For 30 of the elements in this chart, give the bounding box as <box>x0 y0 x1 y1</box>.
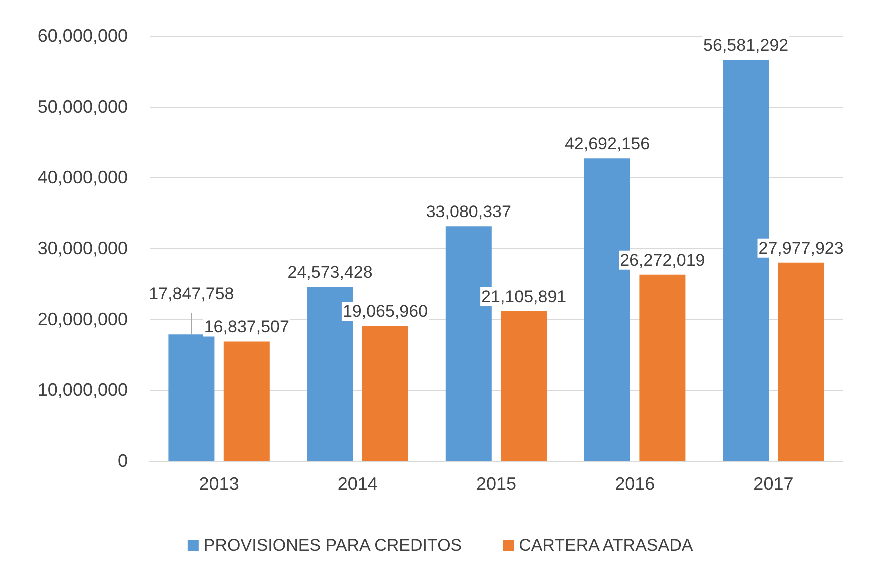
bar <box>501 312 548 461</box>
bar <box>224 342 270 461</box>
x-tick-label: 2017 <box>754 474 794 494</box>
bar <box>640 274 686 461</box>
y-tick-label: 50,000,000 <box>38 96 128 117</box>
y-tick-label: 0 <box>118 451 128 471</box>
data-label: 19,065,960 <box>342 302 428 321</box>
legend-label: PROVISIONES PARA CREDITOS <box>204 536 462 555</box>
data-label: 17,847,758 <box>149 284 234 304</box>
y-tick-label: 10,000,000 <box>38 380 128 400</box>
x-tick-label: 2014 <box>338 474 378 494</box>
legend-label: CARTERA ATRASADA <box>519 536 694 555</box>
y-tick-label: 40,000,000 <box>38 168 128 188</box>
bar <box>168 334 215 461</box>
data-label: 21,105,891 <box>482 288 567 306</box>
data-label: 24,573,428 <box>288 262 373 282</box>
x-tick-label: 2015 <box>476 474 517 494</box>
data-label: 26,272,019 <box>620 250 706 270</box>
y-tick-label: 30,000,000 <box>38 238 128 258</box>
y-tick-label: 20,000,000 <box>38 309 128 330</box>
data-label: 33,080,337 <box>426 202 512 222</box>
data-label: 27,977,923 <box>758 238 844 258</box>
x-tick-label: 2016 <box>615 474 656 494</box>
x-tick-label: 2013 <box>199 474 240 494</box>
data-label: 16,837,507 <box>204 318 290 337</box>
bar <box>362 326 408 461</box>
y-tick-label: 60,000,000 <box>38 26 128 46</box>
bar <box>778 262 824 461</box>
data-label: 42,692,156 <box>564 134 650 154</box>
data-label: 56,581,292 <box>704 36 789 56</box>
